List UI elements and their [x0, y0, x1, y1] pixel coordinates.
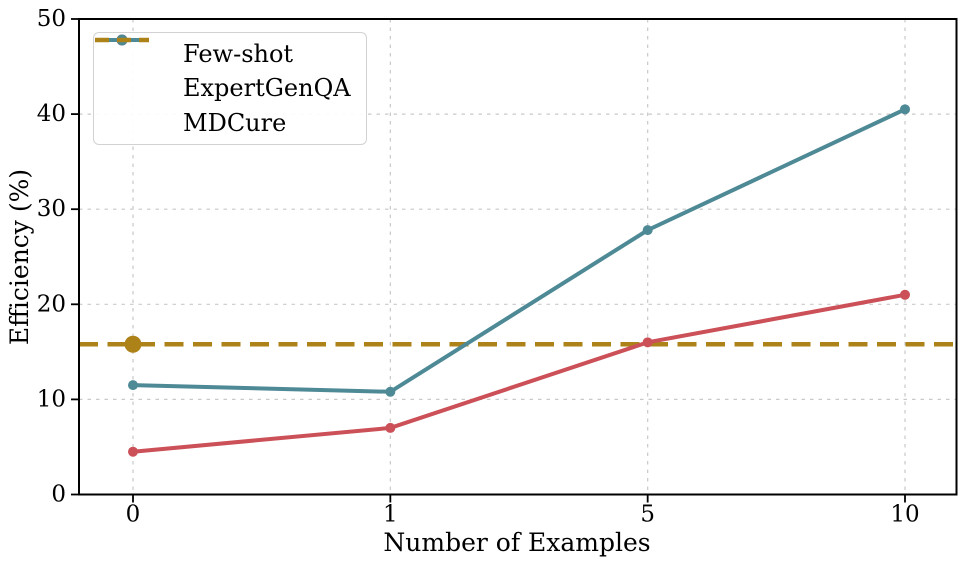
- few-shot-line: [131, 292, 907, 454]
- y-tick-label-50: 50: [37, 6, 66, 32]
- x-tick-label-5: 5: [640, 502, 655, 528]
- few-shot-point-x5: [642, 337, 653, 348]
- expertgenqa-point-x0: [128, 380, 138, 391]
- x-tick-label-0: 0: [126, 502, 141, 528]
- series-layer: [79, 104, 957, 457]
- expertgenqa-point-x5: [642, 225, 653, 236]
- y-tick-label-10: 10: [37, 386, 66, 412]
- few-shot-point-x1: [385, 422, 396, 433]
- y-tick-label-20: 20: [37, 291, 66, 317]
- y-axis-label: Efficiency (%): [5, 169, 34, 345]
- legend-item-mdcure: MDCure: [95, 37, 352, 140]
- expertgenqa-line-swatch-icon: [95, 34, 166, 95]
- few-shot-line-swatch-icon: [95, 34, 166, 61]
- x-axis-label: Number of Examples: [383, 528, 650, 557]
- legend-label-few-shot: Few-shot: [183, 40, 294, 69]
- plot-border: [78, 18, 958, 496]
- x-tick-label-10: 10: [890, 502, 919, 528]
- mdcure-point-x0: [124, 335, 142, 353]
- expertgenqa-point-x1: [385, 386, 396, 397]
- axes-layer: 0 10 20 30 40 50 0 1 5 10: [37, 6, 958, 528]
- chart-legend: Few-shot ExpertGenQA MDCure: [93, 32, 367, 145]
- y-tick-label-0: 0: [51, 482, 66, 508]
- mdcure-dashed-swatch-icon: [95, 37, 166, 130]
- expertgenqa-point-x10: [900, 104, 910, 115]
- legend-item-expertgenqa: ExpertGenQA: [95, 34, 352, 105]
- x-tick-label-1: 1: [383, 502, 398, 528]
- legend-label-expertgenqa: ExpertGenQA: [183, 74, 351, 103]
- legend-label-mdcure: MDCure: [183, 108, 287, 137]
- y-tick-label-40: 40: [37, 101, 66, 127]
- expertgenqa-line: [131, 107, 907, 394]
- y-tick-label-30: 30: [37, 196, 66, 222]
- few-shot-point-x0: [128, 446, 138, 457]
- few-shot-point-x10: [900, 289, 910, 300]
